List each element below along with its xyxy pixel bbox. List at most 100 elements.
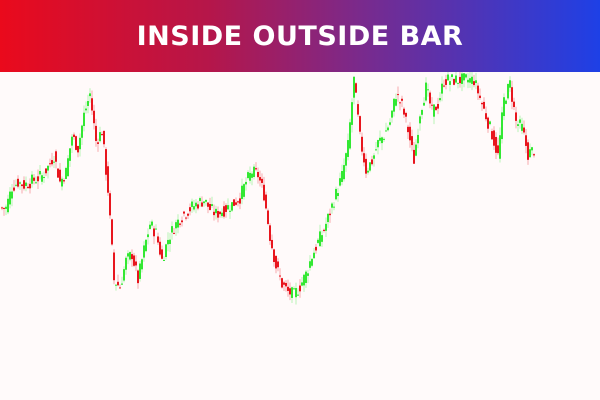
candle-up [521,123,523,131]
candle-down [411,136,413,146]
candle-up [305,271,307,283]
candle-down [281,278,283,288]
candle-up [143,245,145,258]
candle-up [377,140,379,148]
candle-down [75,136,77,150]
candle-down [93,110,95,124]
candle-up [47,165,49,171]
candle-down [357,104,359,115]
candle-up [395,99,397,106]
candle-down [473,81,475,86]
candle-up [81,125,83,138]
candle-down [407,126,409,133]
candle-up [463,73,465,81]
candle-down [49,163,51,165]
candle-up [127,253,129,257]
candle-up [65,167,67,179]
candle-up [147,234,149,238]
candle-down [403,108,405,115]
candle-up [53,161,55,163]
candle-down [63,180,65,182]
candle-up [461,73,463,84]
candle-up [129,252,131,260]
candle-down [525,135,527,146]
candle-up [227,205,229,210]
candle-down [359,116,361,132]
candle-up [295,287,297,298]
candle-up [191,201,193,207]
candle-up [353,76,355,98]
title-banner: INSIDE OUTSIDE BAR [0,0,600,72]
candle-down [179,223,181,225]
candle-down [235,202,237,205]
candle-down [209,203,211,210]
candle-down [185,217,187,219]
candle-down [487,117,489,129]
candle-down [197,204,199,209]
candle-up [291,287,293,298]
candle-down [137,270,139,284]
candle-down [257,171,259,178]
candle-down [77,145,79,153]
candle-up [151,221,153,226]
candle-down [401,98,403,101]
candle-up [311,258,313,266]
candle-up [501,112,503,140]
candle-down [511,87,513,102]
candle-up [5,206,7,209]
candle-up [467,79,469,83]
candle-up [251,173,253,178]
candle-up [9,191,11,205]
candle-up [195,202,197,207]
candle-up [241,185,243,199]
candle-up [423,102,425,106]
candle-up [61,178,63,187]
candle-down [275,255,277,269]
candle-up [121,283,123,285]
candle-up [31,174,33,184]
candle-up [79,137,81,150]
candle-up [141,259,143,270]
candle-down [289,288,291,295]
candle-up [67,158,69,177]
candle-up [139,263,141,279]
candle-up [389,122,391,125]
candle-up [519,119,521,123]
candle-up [393,98,395,112]
candle-up [15,184,17,186]
candle-down [237,201,239,203]
candle-up [465,74,467,78]
candle-down [355,83,357,93]
candle-down [269,225,271,241]
candle-up [507,84,509,99]
candle-up [341,171,343,182]
candle-down [113,252,115,281]
candle-down [431,104,433,106]
candle-down [397,94,399,96]
candle-down [263,184,265,201]
candle-down [107,166,109,193]
candle-down [33,177,35,181]
candle-down [515,112,517,121]
candle-down [207,202,209,207]
candle-down [23,180,25,189]
candle-up [171,226,173,233]
candle-up [427,89,429,91]
candle-up [11,191,13,199]
candle-down [57,168,59,178]
candle-down [233,199,235,206]
candle-up [499,135,501,159]
candle-up [43,176,45,178]
candle-up [253,166,255,177]
candle-up [325,223,327,231]
candle-down [189,207,191,212]
candle-down [91,98,93,111]
candle-down [513,101,515,108]
candle-down [219,211,221,215]
candle-up [503,97,505,117]
candle-up [455,75,457,83]
candle-down [133,255,135,266]
candle-down [95,125,97,141]
candle-down [329,213,331,216]
candle-down [159,241,161,255]
